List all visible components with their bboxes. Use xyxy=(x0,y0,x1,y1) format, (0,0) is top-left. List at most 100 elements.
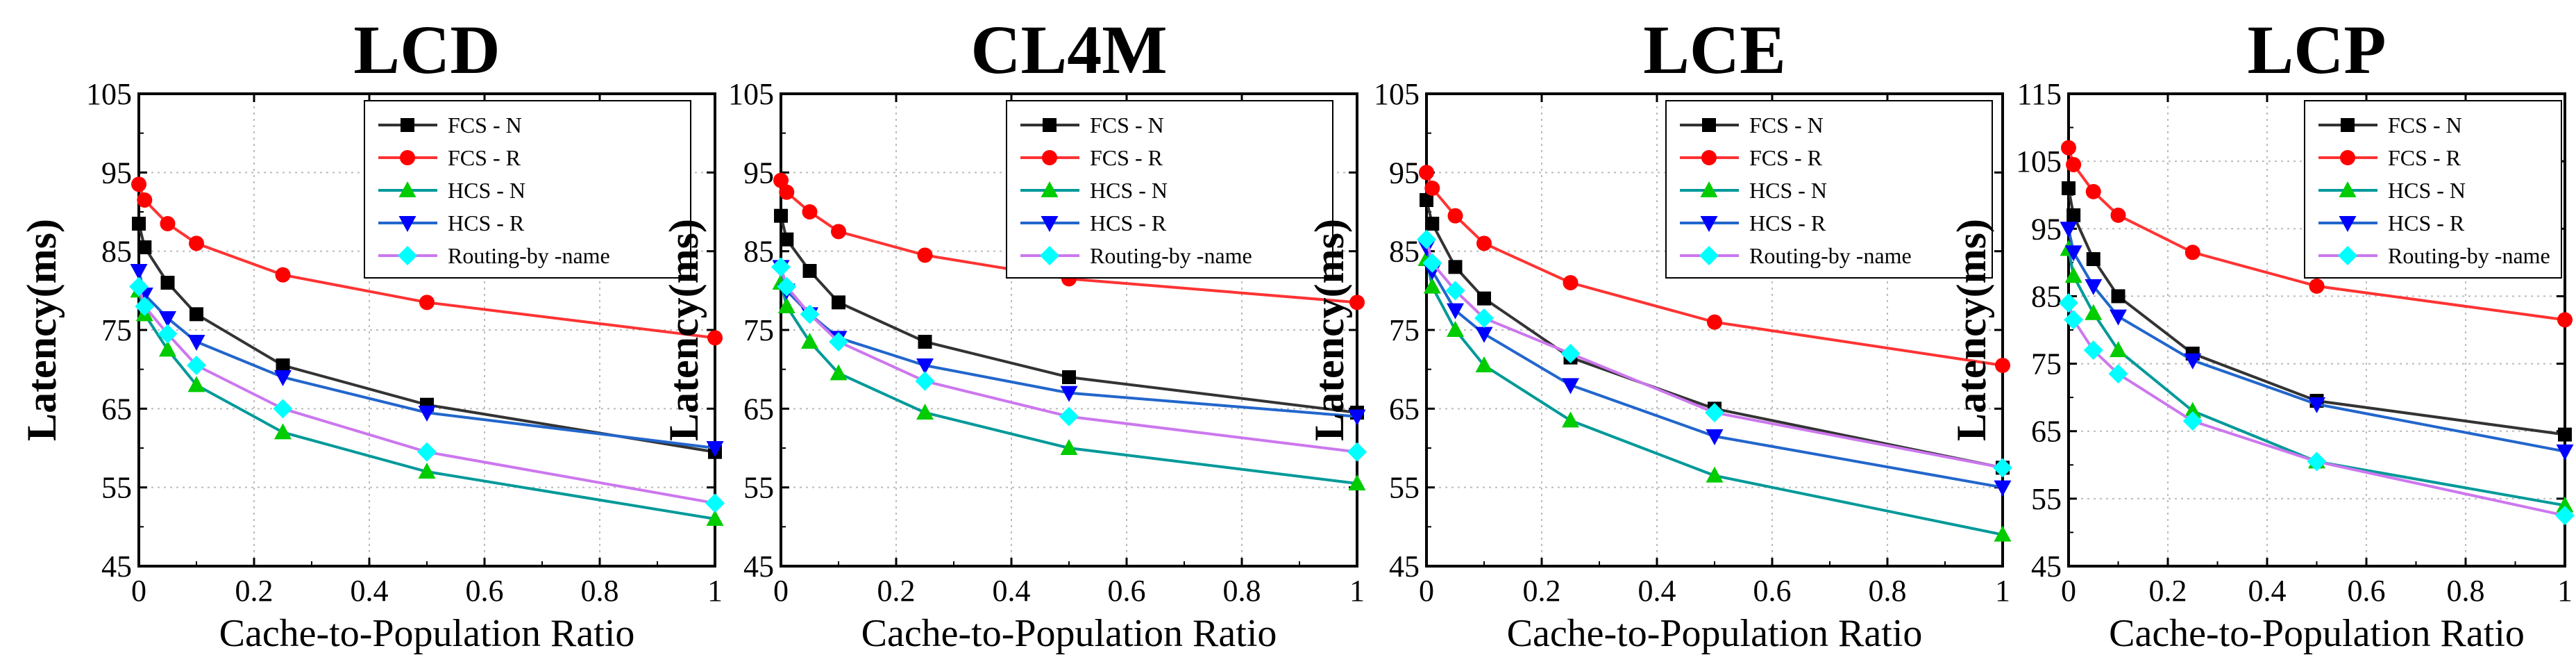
legend-label: Routing-by -name xyxy=(448,243,610,268)
x-axis-label: Cache-to-Population Ratio xyxy=(861,612,1277,655)
x-axis-label: Cache-to-Population Ratio xyxy=(1507,612,1923,655)
data-point xyxy=(187,356,206,375)
y-tick-label: 75 xyxy=(101,313,132,347)
legend-item: HCS - R xyxy=(1020,210,1167,235)
data-point xyxy=(1706,429,1724,445)
y-tick-label: 65 xyxy=(2031,415,2062,449)
data-point xyxy=(2064,267,2082,283)
data-point xyxy=(2557,312,2573,328)
data-point xyxy=(705,493,725,513)
x-tick-label: 1 xyxy=(2557,574,2573,608)
data-point xyxy=(777,276,797,297)
data-point xyxy=(1562,378,1579,395)
legend-marker xyxy=(1042,150,1057,165)
data-point xyxy=(1563,275,1579,290)
legend-item: FCS - R xyxy=(378,145,521,170)
data-point xyxy=(1448,260,1463,274)
y-tick-label: 45 xyxy=(101,549,132,584)
series-fcs-r xyxy=(773,172,1365,311)
data-point xyxy=(2083,340,2103,361)
data-point xyxy=(1059,406,1079,427)
data-point xyxy=(774,208,788,223)
legend-label: HCS - N xyxy=(1090,178,1168,203)
series-fcs-r xyxy=(2061,140,2573,328)
legend-label: FCS - R xyxy=(448,145,521,170)
y-axis-label: Latency(ms) xyxy=(661,219,707,441)
chart-title: LCP xyxy=(2248,11,2386,88)
y-tick-label: 75 xyxy=(743,313,774,347)
data-point xyxy=(1477,291,1491,306)
legend-marker xyxy=(400,150,415,165)
data-point xyxy=(1425,217,1440,231)
data-point xyxy=(159,340,176,357)
y-axis-label: Latency(ms) xyxy=(1948,219,1994,441)
data-point xyxy=(1423,277,1441,294)
data-point xyxy=(2066,208,2081,222)
series-routing-by-name xyxy=(1417,229,2012,478)
y-tick-label: 55 xyxy=(1389,471,1420,505)
legend-label: Routing-by -name xyxy=(1090,243,1252,268)
data-point xyxy=(137,192,153,208)
legend-marker xyxy=(398,181,416,197)
y-tick-label: 95 xyxy=(1389,156,1420,190)
data-point xyxy=(419,295,435,311)
data-point xyxy=(918,335,932,349)
series-hcs-r xyxy=(130,264,724,457)
x-tick-label: 0.2 xyxy=(235,574,273,608)
x-tick-label: 0 xyxy=(131,574,146,608)
x-tick-label: 0.4 xyxy=(1638,574,1676,608)
data-point xyxy=(1447,208,1463,224)
data-point xyxy=(1447,303,1464,320)
x-tick-label: 0.4 xyxy=(2248,574,2287,608)
legend-label: HCS - R xyxy=(1090,210,1167,235)
data-point xyxy=(800,304,820,324)
data-point xyxy=(915,371,935,391)
y-tick-label: 105 xyxy=(86,77,132,111)
data-point xyxy=(830,364,848,381)
data-point xyxy=(187,376,205,392)
data-point xyxy=(418,463,436,479)
chart-panel-lcd: LCD 45 55 65 75 85 95 105 0 0.2 0.4 0.6 0.8 1 Cache-to… xyxy=(19,11,725,655)
y-tick-label: 105 xyxy=(728,77,774,111)
data-point xyxy=(2184,353,2202,370)
data-point xyxy=(2064,245,2082,262)
x-tick-label: 0.4 xyxy=(993,574,1031,608)
data-point xyxy=(2184,402,2202,418)
data-point xyxy=(773,172,789,188)
legend: FCS - N FCS - R HCS - N HCS - R Routing-by -… xyxy=(2304,100,2562,279)
data-point xyxy=(418,406,436,422)
y-tick-label: 55 xyxy=(743,471,774,505)
data-point xyxy=(2309,278,2325,294)
legend-item: HCS - R xyxy=(1680,210,1826,235)
data-point xyxy=(2108,364,2128,384)
data-point xyxy=(801,333,818,349)
legend-label: FCS - R xyxy=(1749,145,1823,170)
x-tick-label: 0.8 xyxy=(1869,574,1907,608)
data-point xyxy=(1349,295,1365,311)
legend-marker xyxy=(2340,150,2355,165)
x-tick-label: 0.8 xyxy=(1223,574,1261,608)
series-hcs-r xyxy=(1417,240,2012,497)
legend-label: FCS - N xyxy=(1749,113,1824,138)
legend-label: Routing-by -name xyxy=(2388,243,2550,268)
data-point xyxy=(771,257,791,277)
legend-item: FCS - N xyxy=(1020,113,1164,138)
x-tick-label: 1 xyxy=(707,574,723,608)
legend-label: HCS - N xyxy=(2388,178,2466,203)
x-tick-label: 1 xyxy=(1349,574,1365,608)
legend-label: FCS - R xyxy=(2388,145,2461,170)
legend-label: FCS - N xyxy=(2388,113,2462,138)
y-tick-label: 75 xyxy=(1389,313,1420,347)
legend-marker xyxy=(398,246,417,265)
data-point xyxy=(158,324,178,344)
y-tick-label: 105 xyxy=(2016,144,2062,179)
data-point xyxy=(2556,496,2574,513)
legend-item: Routing-by -name xyxy=(1680,243,1912,268)
data-point xyxy=(916,358,934,374)
chart-panel-cl4m: CL4M 45 55 65 75 85 95 105 0 0.2 0.4 0.6 0.8 1 Cache-t… xyxy=(661,11,1367,655)
y-tick-label: 45 xyxy=(2031,549,2062,584)
y-tick-label: 65 xyxy=(743,392,774,426)
legend-marker xyxy=(1699,246,1719,265)
legend-marker xyxy=(1041,181,1059,197)
